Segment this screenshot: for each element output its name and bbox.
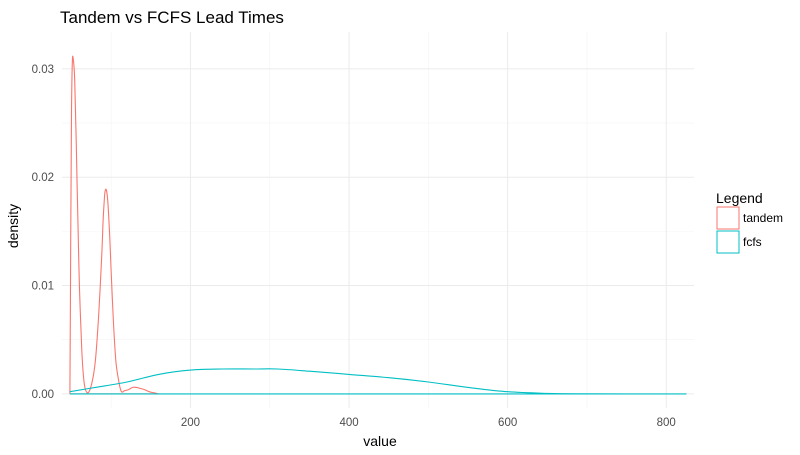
legend: Legend tandem fcfs — [716, 190, 783, 254]
chart-title: Tandem vs FCFS Lead Times — [60, 8, 284, 27]
x-tick-label: 400 — [339, 417, 358, 429]
legend-key-tandem — [716, 206, 740, 230]
y-tick-label: 0.03 — [32, 64, 54, 76]
x-tick-label: 600 — [498, 417, 517, 429]
series-line-fcfs — [69, 368, 687, 395]
plot-gridlines — [62, 32, 694, 408]
x-tick-label: 800 — [657, 417, 676, 429]
legend-title: Legend — [716, 190, 763, 206]
y-tick-label: 0.00 — [32, 389, 54, 401]
y-axis-ticks: 0.00 0.01 0.02 0.03 — [32, 64, 54, 401]
series-line-tandem — [69, 55, 160, 395]
x-axis-ticks: 200 400 600 800 — [181, 417, 676, 429]
y-axis-label: density — [5, 204, 21, 248]
y-tick-label: 0.02 — [32, 172, 54, 184]
series-lines — [69, 55, 687, 395]
legend-label-fcfs: fcfs — [743, 235, 762, 249]
x-axis-label: value — [363, 433, 397, 449]
x-tick-label: 200 — [181, 417, 200, 429]
y-tick-label: 0.01 — [32, 281, 54, 293]
legend-key-fcfs — [716, 230, 740, 254]
legend-label-tandem: tandem — [743, 211, 783, 225]
